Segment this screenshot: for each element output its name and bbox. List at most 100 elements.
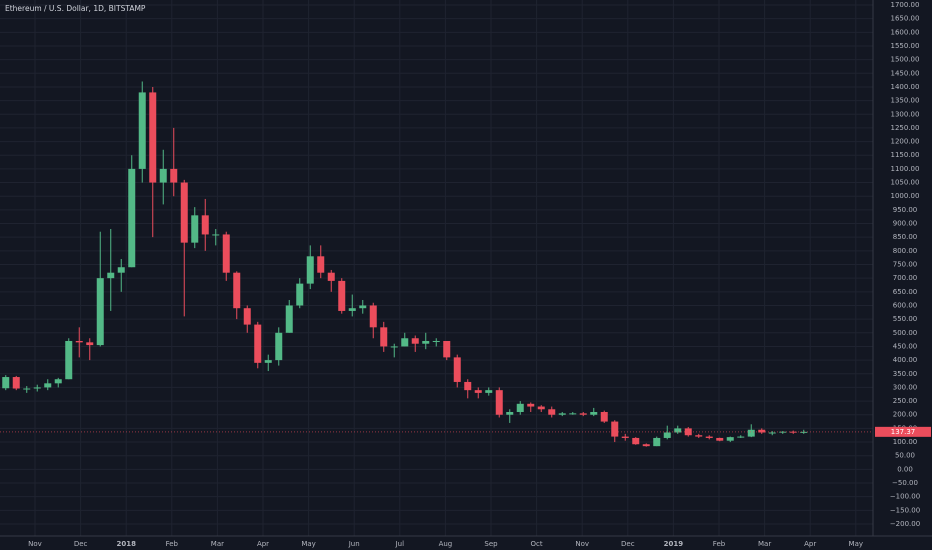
candle-body xyxy=(621,436,629,438)
y-tick-label: 500.00 xyxy=(893,329,918,337)
candle-body xyxy=(411,338,419,344)
candle-body xyxy=(485,390,493,393)
candle-body xyxy=(537,406,545,410)
candle-body xyxy=(275,332,283,361)
candle-body xyxy=(642,444,650,447)
x-tick-label: May xyxy=(849,540,863,548)
x-tick-label: Dec xyxy=(621,540,635,548)
x-tick-label: Nov xyxy=(575,540,589,548)
candle-body xyxy=(306,256,314,284)
x-tick-label: 2018 xyxy=(116,540,136,548)
candle-body xyxy=(359,305,367,309)
candle-body xyxy=(254,324,262,363)
y-tick-label: 1450.00 xyxy=(891,69,920,77)
x-tick-label: Aug xyxy=(439,540,453,548)
y-tick-label: 450.00 xyxy=(893,342,918,350)
y-tick-label: 600.00 xyxy=(893,301,918,309)
candle-body xyxy=(86,342,94,346)
candle-body xyxy=(96,278,104,346)
candle-body xyxy=(2,377,10,389)
candle-body xyxy=(453,357,461,382)
candle-body xyxy=(401,338,409,347)
y-tick-label: 400.00 xyxy=(893,356,918,364)
candle-body xyxy=(338,280,346,311)
y-tick-label: 1550.00 xyxy=(891,42,920,50)
candle-body xyxy=(327,272,335,281)
y-tick-label: 250.00 xyxy=(893,397,918,405)
candle-body xyxy=(768,432,776,434)
y-tick-label: 650.00 xyxy=(893,288,918,296)
candle-body xyxy=(495,390,503,415)
x-tick-label: Jun xyxy=(348,540,360,548)
x-tick-label: May xyxy=(301,540,315,548)
candle-body xyxy=(779,431,787,433)
y-tick-label: −150.00 xyxy=(890,506,920,514)
candle-body xyxy=(443,340,451,358)
candle-body xyxy=(632,437,640,445)
y-tick-label: −100.00 xyxy=(890,493,920,501)
y-tick-label: 100.00 xyxy=(893,438,918,446)
candle-body xyxy=(422,340,430,344)
x-tick-label: Apr xyxy=(804,540,816,548)
candle-body xyxy=(663,432,671,438)
y-tick-label: 1150.00 xyxy=(891,151,920,159)
candle-body xyxy=(474,390,482,393)
candle-body xyxy=(590,412,598,415)
candle-body xyxy=(527,403,535,407)
x-tick-label: Dec xyxy=(74,540,88,548)
candle-body xyxy=(264,360,272,363)
candle-body xyxy=(800,431,808,433)
y-tick-label: 800.00 xyxy=(893,247,918,255)
candle-body xyxy=(674,428,682,433)
candle-body xyxy=(191,215,199,243)
candle-body xyxy=(33,387,41,389)
candle-body xyxy=(65,340,73,380)
y-tick-label: 50.00 xyxy=(895,452,915,460)
candle-body xyxy=(23,388,31,390)
x-tick-label: Feb xyxy=(713,540,726,548)
x-tick-label: Sep xyxy=(484,540,498,548)
y-tick-label: 0.00 xyxy=(897,465,913,473)
candle-body xyxy=(348,308,356,311)
candle-body xyxy=(726,437,734,441)
x-tick-label: Nov xyxy=(28,540,42,548)
candle-body xyxy=(569,413,577,415)
candle-body xyxy=(170,168,178,183)
candle-body xyxy=(317,256,325,273)
candle-body xyxy=(75,340,83,343)
y-tick-label: 1000.00 xyxy=(891,192,920,200)
y-tick-label: −50.00 xyxy=(892,479,918,487)
x-tick-label: Mar xyxy=(211,540,224,548)
y-tick-label: 700.00 xyxy=(893,274,918,282)
candle-body xyxy=(579,413,587,415)
y-tick-label: 750.00 xyxy=(893,261,918,269)
candle-body xyxy=(128,168,136,268)
candle-body xyxy=(716,437,724,441)
y-tick-label: 1350.00 xyxy=(891,97,920,105)
x-tick-label: Apr xyxy=(257,540,269,548)
y-tick-label: 300.00 xyxy=(893,383,918,391)
candle-body xyxy=(737,436,745,438)
candle-body xyxy=(516,403,524,413)
candle-body xyxy=(201,215,209,235)
y-tick-label: 1400.00 xyxy=(891,83,920,91)
x-tick-label: Mar xyxy=(758,540,771,548)
candle-body xyxy=(138,92,146,169)
candle-body xyxy=(107,272,115,279)
last-price-label: 137.37 xyxy=(891,428,916,436)
last-price-tag xyxy=(875,426,931,437)
candle-body xyxy=(380,327,388,347)
candle-body xyxy=(44,383,52,388)
y-tick-label: 1650.00 xyxy=(891,15,920,23)
candle-body xyxy=(611,421,619,437)
y-tick-label: 1700.00 xyxy=(891,1,920,9)
candle-body xyxy=(600,412,608,422)
y-tick-label: 1500.00 xyxy=(891,56,920,64)
candle-body xyxy=(180,182,188,243)
candle-body xyxy=(789,431,797,433)
candle-body xyxy=(12,377,20,389)
y-tick-label: 550.00 xyxy=(893,315,918,323)
candle-body xyxy=(464,381,472,391)
candle-body xyxy=(548,409,556,415)
